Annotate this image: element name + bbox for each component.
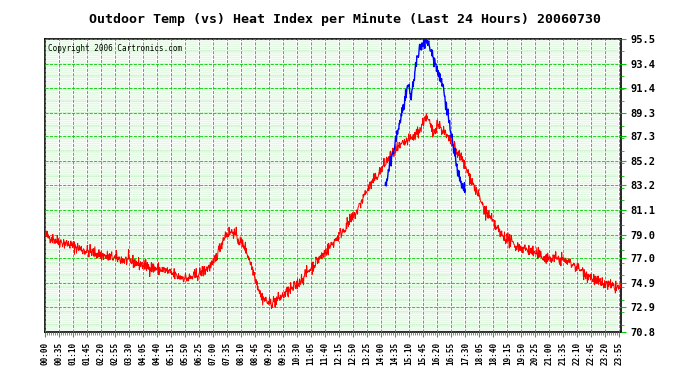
Text: Outdoor Temp (vs) Heat Index per Minute (Last 24 Hours) 20060730: Outdoor Temp (vs) Heat Index per Minute … (89, 13, 601, 26)
Text: Copyright 2006 Cartronics.com: Copyright 2006 Cartronics.com (48, 44, 182, 53)
